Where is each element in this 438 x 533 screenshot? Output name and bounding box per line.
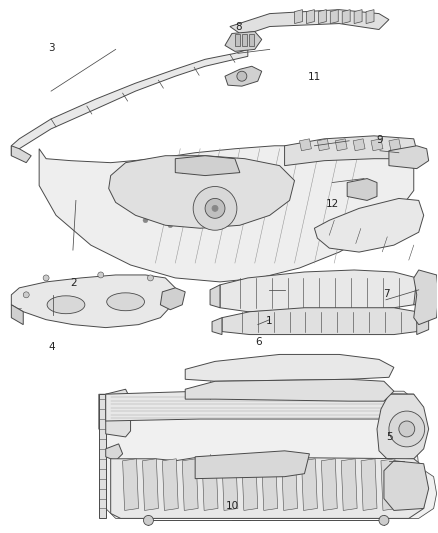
Polygon shape [123, 459, 138, 511]
Polygon shape [235, 35, 240, 46]
Polygon shape [225, 66, 262, 86]
Circle shape [168, 223, 173, 228]
Polygon shape [414, 278, 431, 305]
Text: 8: 8 [235, 22, 242, 32]
Polygon shape [294, 10, 303, 23]
Polygon shape [342, 10, 350, 23]
Polygon shape [335, 139, 347, 151]
Circle shape [379, 515, 389, 526]
Circle shape [43, 275, 49, 281]
Polygon shape [371, 139, 383, 151]
Polygon shape [160, 288, 185, 310]
Polygon shape [249, 35, 254, 46]
Polygon shape [242, 35, 247, 46]
Text: 1: 1 [266, 316, 272, 326]
Polygon shape [366, 10, 374, 23]
Polygon shape [212, 318, 222, 335]
Ellipse shape [107, 293, 145, 311]
Polygon shape [222, 459, 238, 511]
Polygon shape [354, 10, 362, 23]
Polygon shape [11, 275, 175, 328]
Polygon shape [162, 459, 178, 511]
Polygon shape [300, 139, 311, 151]
Polygon shape [330, 10, 338, 23]
Circle shape [212, 205, 218, 212]
Polygon shape [39, 146, 414, 282]
Ellipse shape [47, 296, 85, 314]
Circle shape [143, 218, 148, 223]
Circle shape [193, 187, 237, 230]
Polygon shape [301, 459, 318, 511]
Polygon shape [377, 394, 429, 461]
Polygon shape [202, 459, 218, 511]
Polygon shape [182, 459, 198, 511]
Polygon shape [106, 391, 414, 421]
Circle shape [389, 411, 425, 447]
Polygon shape [222, 308, 421, 335]
Circle shape [205, 198, 225, 219]
Polygon shape [99, 394, 106, 519]
Polygon shape [106, 389, 131, 437]
Polygon shape [11, 146, 31, 163]
Polygon shape [242, 459, 258, 511]
Polygon shape [185, 379, 394, 401]
Circle shape [165, 295, 171, 301]
Polygon shape [318, 10, 326, 23]
Text: 3: 3 [48, 43, 55, 53]
Polygon shape [111, 457, 424, 519]
Polygon shape [318, 139, 329, 151]
Circle shape [178, 208, 183, 213]
Polygon shape [285, 136, 417, 166]
Polygon shape [417, 312, 429, 335]
Polygon shape [11, 305, 23, 325]
Circle shape [128, 193, 133, 198]
Polygon shape [11, 50, 248, 156]
Polygon shape [353, 139, 365, 151]
Polygon shape [361, 459, 377, 511]
Polygon shape [321, 459, 337, 511]
Polygon shape [99, 391, 437, 519]
Polygon shape [109, 156, 294, 228]
Polygon shape [142, 459, 159, 511]
Polygon shape [195, 451, 309, 479]
Text: 6: 6 [255, 337, 261, 346]
Polygon shape [230, 10, 389, 34]
Polygon shape [220, 270, 419, 312]
Polygon shape [384, 461, 429, 511]
Text: 9: 9 [377, 135, 383, 146]
Polygon shape [347, 179, 377, 200]
Polygon shape [185, 354, 394, 381]
Polygon shape [106, 444, 123, 461]
Polygon shape [314, 198, 424, 252]
Polygon shape [175, 156, 240, 175]
Circle shape [208, 213, 212, 218]
Circle shape [98, 272, 104, 278]
Circle shape [153, 203, 158, 208]
Polygon shape [389, 139, 401, 151]
Polygon shape [210, 285, 220, 308]
Polygon shape [262, 459, 278, 511]
Text: 10: 10 [226, 501, 239, 511]
Polygon shape [341, 459, 357, 511]
Circle shape [148, 275, 153, 281]
Text: 11: 11 [308, 72, 321, 82]
Circle shape [237, 71, 247, 81]
Polygon shape [389, 146, 429, 168]
Polygon shape [307, 10, 314, 23]
Circle shape [399, 421, 415, 437]
Text: 12: 12 [325, 199, 339, 209]
Polygon shape [414, 270, 438, 325]
Polygon shape [381, 459, 397, 511]
Text: 7: 7 [383, 289, 390, 299]
Polygon shape [282, 459, 297, 511]
Text: 2: 2 [70, 278, 77, 288]
Polygon shape [225, 31, 262, 51]
Text: 5: 5 [386, 432, 393, 442]
Circle shape [144, 515, 153, 526]
Circle shape [23, 292, 29, 298]
Text: 4: 4 [48, 342, 55, 352]
